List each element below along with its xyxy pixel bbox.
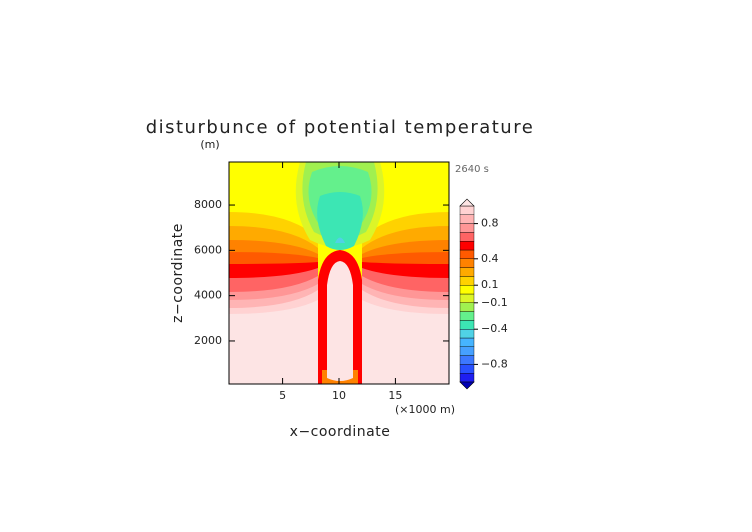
colorbar-band bbox=[459, 373, 475, 383]
contour-region bbox=[317, 192, 363, 250]
contour-region bbox=[362, 300, 449, 384]
colorbar-band bbox=[459, 293, 475, 304]
colorbar-tick-label: 0.1 bbox=[481, 278, 499, 291]
colorbar-band bbox=[459, 205, 475, 216]
x-tick-label: 10 bbox=[332, 389, 346, 402]
colorbar-over bbox=[459, 198, 475, 207]
colorbar-band bbox=[459, 329, 475, 339]
colorbar-band bbox=[459, 258, 475, 268]
y-axis-label: z−coordinate bbox=[170, 223, 186, 323]
colorbar-tick-label: 0.4 bbox=[481, 252, 499, 265]
time-annotation: 2640 s bbox=[455, 164, 489, 175]
colorbar-band bbox=[459, 240, 475, 251]
colorbar-tick-label: −0.1 bbox=[481, 296, 508, 309]
colorbar-band bbox=[459, 285, 475, 295]
colorbar-tick-label: −0.8 bbox=[481, 357, 508, 370]
colorbar-band bbox=[459, 267, 475, 277]
x-tick-label: 15 bbox=[388, 389, 402, 402]
y-unit: (m) bbox=[200, 138, 219, 151]
colorbar-band bbox=[459, 223, 475, 233]
contour-region bbox=[229, 300, 318, 384]
x-tick-label: 5 bbox=[279, 389, 286, 402]
y-tick-label: 2000 bbox=[194, 334, 222, 347]
colorbar-tick-label: −0.4 bbox=[481, 322, 508, 335]
colorbar-band bbox=[459, 337, 475, 348]
y-tick-label: 4000 bbox=[194, 289, 222, 302]
colorbar-band bbox=[459, 302, 475, 312]
y-tick-label: 6000 bbox=[194, 243, 222, 256]
colorbar-band bbox=[459, 249, 475, 260]
x-axis-label: x−coordinate bbox=[290, 424, 391, 440]
chart-title: disturbunce of potential temperature bbox=[146, 117, 535, 138]
colorbar-band bbox=[459, 355, 475, 365]
colorbar-band bbox=[459, 364, 475, 374]
colorbar-band bbox=[459, 214, 475, 224]
colorbar-band bbox=[459, 346, 475, 356]
contour-region bbox=[335, 237, 345, 243]
colorbar-under bbox=[459, 381, 475, 390]
y-tick-label: 8000 bbox=[194, 198, 222, 211]
colorbar-band bbox=[459, 320, 475, 330]
contour-region bbox=[327, 261, 353, 381]
colorbar-band bbox=[459, 311, 475, 321]
colorbar-tick-label: 0.8 bbox=[481, 217, 499, 230]
x-unit: (×1000 m) bbox=[395, 403, 455, 416]
colorbar-band bbox=[459, 232, 475, 242]
colorbar-band bbox=[459, 276, 475, 286]
